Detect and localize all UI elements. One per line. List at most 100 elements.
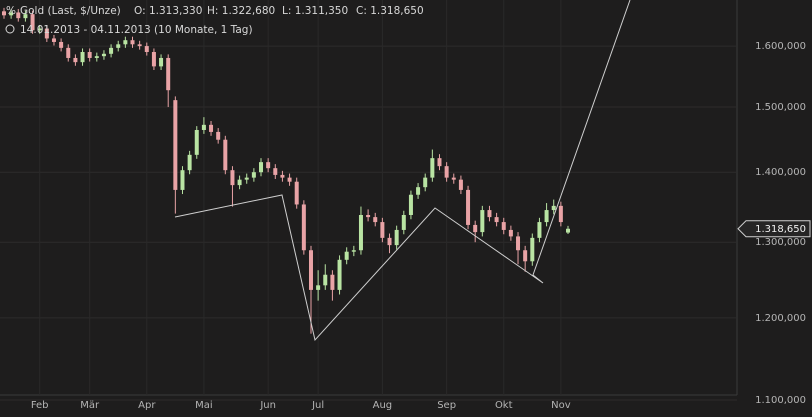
candle-body — [480, 210, 485, 233]
candle-body — [144, 46, 149, 53]
candle-body — [209, 124, 214, 132]
candle-body — [16, 12, 21, 19]
candle-body — [280, 174, 285, 178]
x-tick-label: Sep — [437, 400, 456, 411]
trendline — [174, 0, 631, 342]
candle-body — [180, 170, 185, 190]
candle-body — [59, 41, 64, 48]
candle-body — [116, 44, 121, 48]
candle-body — [430, 158, 435, 178]
candle-body — [308, 250, 313, 290]
candle-body — [151, 52, 156, 67]
candle-body — [330, 274, 335, 290]
candle-body — [66, 47, 71, 58]
candles — [2, 7, 570, 334]
candle-body — [266, 162, 271, 169]
candle-body — [94, 56, 99, 58]
candle-body — [451, 177, 456, 180]
x-tick-label: Apr — [138, 400, 156, 411]
candle-body — [408, 194, 413, 215]
candle-body — [551, 205, 556, 211]
candle-body — [444, 166, 449, 178]
x-tick-label: Jul — [311, 400, 324, 411]
candle-body — [394, 229, 399, 246]
candle-body — [223, 139, 228, 171]
candle-body — [487, 210, 492, 218]
candle-body — [44, 28, 49, 39]
candle-body — [137, 44, 142, 47]
x-tick-label: Mai — [195, 400, 213, 411]
last-price-tag — [737, 220, 811, 238]
candle-body — [537, 222, 542, 238]
y-tick-label: 1.400,000 — [755, 167, 806, 178]
candle-body — [30, 14, 35, 31]
candle-body — [273, 168, 278, 175]
candle-body — [380, 222, 385, 238]
y-tick-label: 1.600,000 — [755, 41, 806, 52]
candle-body — [80, 52, 85, 63]
candle-body — [123, 40, 128, 45]
y-tick-label: 1.100,000 — [755, 395, 806, 406]
candle-body — [466, 189, 471, 225]
candle-body — [437, 158, 442, 167]
candle-body — [558, 205, 563, 223]
candle-body — [166, 57, 171, 91]
candle-body — [337, 259, 342, 290]
candle-body — [544, 210, 549, 223]
x-tick-label: Nov — [551, 400, 571, 411]
date-range: 14.01.2013 - 04.11.2013 (10 Monate, 1 Ta… — [20, 24, 253, 36]
candle-body — [2, 11, 6, 16]
ohlc-label: C: 1.318,650 — [356, 5, 424, 17]
y-tick-label: 1.300,000 — [755, 237, 806, 248]
candle-body — [9, 12, 14, 16]
candle-body — [387, 237, 392, 246]
candle-body — [373, 217, 378, 223]
candle-body — [194, 129, 199, 155]
candle-body — [523, 250, 528, 262]
last-price-label: 1.318,650 — [755, 224, 806, 235]
candle-body — [401, 214, 406, 230]
x-tick-label: Feb — [31, 400, 49, 411]
candle-body — [173, 100, 178, 190]
clock-icon — [5, 24, 15, 34]
candle-body — [230, 170, 235, 186]
candle-body — [37, 28, 42, 31]
candle-body — [201, 124, 206, 130]
candle-body — [316, 285, 321, 290]
x-tick-label: Mär — [80, 400, 100, 411]
x-tick-label: Okt — [495, 400, 513, 411]
candle-body — [351, 250, 356, 252]
candle-body — [494, 217, 499, 223]
candle-body — [344, 251, 349, 260]
ohlc-label: H: 1.322,680 — [207, 5, 275, 17]
candle-body — [130, 40, 135, 45]
header-icon: % — [6, 5, 16, 17]
candle-body — [566, 228, 570, 233]
candle-body — [473, 224, 478, 233]
candle-body — [251, 172, 256, 178]
candle-body — [501, 222, 506, 230]
header-title: Gold (Last, $/Unze) — [20, 5, 121, 17]
candle-body — [51, 38, 56, 42]
candle-body — [530, 237, 535, 262]
y-tick-label: 1.500,000 — [755, 102, 806, 113]
candle-body — [458, 179, 463, 190]
candle-body — [366, 214, 371, 218]
candle-body — [159, 57, 164, 67]
x-tick-label: Jun — [259, 400, 276, 411]
candle-body — [216, 131, 221, 140]
candle-body — [259, 162, 264, 173]
candle-body — [423, 177, 428, 188]
x-tick-label: Aug — [373, 400, 393, 411]
candle-body — [323, 274, 328, 286]
ohlc-label: O: 1.313,330 — [134, 5, 202, 17]
candle-body — [237, 179, 242, 186]
candle-body — [294, 181, 299, 205]
candle-body — [23, 14, 28, 19]
candle-body — [187, 154, 192, 171]
y-tick-label: 1.200,000 — [755, 313, 806, 324]
candle-body — [301, 204, 306, 251]
candle-body — [508, 229, 513, 237]
